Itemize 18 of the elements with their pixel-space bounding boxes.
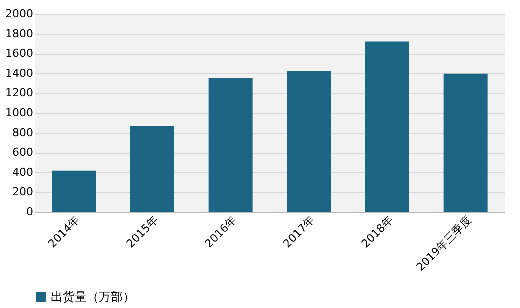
- y-tick-label: 1000: [6, 106, 34, 120]
- bar: [287, 71, 332, 212]
- y-tick-label: 800: [12, 126, 34, 140]
- bar: [444, 74, 488, 212]
- y-tick-label: 1800: [6, 27, 34, 40]
- y-tick-label: 400: [12, 166, 34, 179]
- y-tick-label: 2000: [6, 8, 34, 20]
- bar: [366, 42, 410, 212]
- y-tick-label: 1600: [6, 47, 34, 60]
- y-tick-label: 0: [26, 206, 34, 218]
- y-tick-label: 1200: [6, 86, 34, 100]
- y-tick-label: 600: [12, 146, 34, 160]
- legend-label: 出货量（万部）: [51, 290, 135, 304]
- bar: [130, 126, 174, 212]
- bar: [208, 78, 253, 212]
- bar: [52, 170, 96, 212]
- y-tick-label: 200: [12, 186, 34, 199]
- y-tick-label: 1400: [6, 66, 34, 80]
